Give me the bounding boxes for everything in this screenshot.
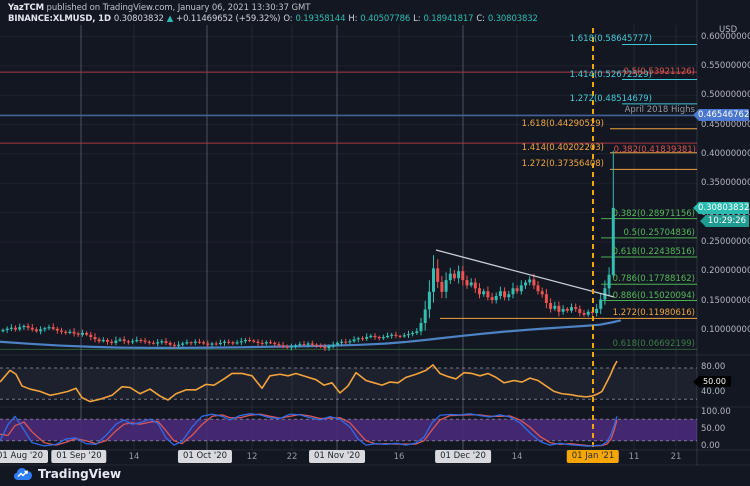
price-change-arrow-icon: ▲ [166,14,174,24]
rsi-level-badge: 50.00 [693,376,731,387]
rsi-line [0,360,618,403]
bar-countdown-badge: 10:29:26 [700,214,749,227]
symbol-name: BINANCE:XLMUSD, 1D [8,14,111,24]
ohlc-value: 0.30803832 [487,14,538,24]
stoch-d-line [0,413,618,447]
ohlc-value: 0.18941817 [423,14,474,24]
up-candle-wicks [2,150,614,351]
publish-info-text: published on TradingView.com, January 06… [43,3,311,13]
price-axis-currency-label: USD [719,25,738,35]
tradingview-logo-text: TradingView [38,467,122,481]
april-high-price-label: 0.46546762 [693,109,750,122]
last-price-badge: 0.30803832 [693,201,750,214]
stoch-k-line [0,413,618,447]
symbol-ohlc-row: BINANCE:XLMUSD, 1D 0.30803832 ▲ +0.11469652… [8,14,541,25]
chart-header: YazTCM published on TradingView.com, Jan… [8,3,541,25]
price-change-text: +0.11469652 (+59.32%) [176,14,281,24]
symbol-last-price: 0.30803832 [113,14,164,24]
moving-average-line [0,319,622,350]
down-candle-wicks [15,259,593,351]
ohlc-key: O: [283,14,293,24]
down-candle-bodies [14,268,594,349]
tradingview-logo[interactable]: TradingView [13,467,121,481]
tradingview-cloud-icon [14,468,32,480]
ohlc-key: H: [348,14,358,24]
ohlc-key: L: [413,14,421,24]
ohlc-value: 0.19358144 [295,14,346,24]
publish-info: YazTCM published on TradingView.com, Jan… [8,3,541,13]
publisher-username: YazTCM [8,3,44,13]
ohlc-value: 0.40507786 [360,14,411,24]
up-candle-bodies [1,207,615,349]
descending-trendline [435,249,615,298]
ohlc-key: C: [476,14,485,24]
stoch-band-fill [0,419,697,441]
